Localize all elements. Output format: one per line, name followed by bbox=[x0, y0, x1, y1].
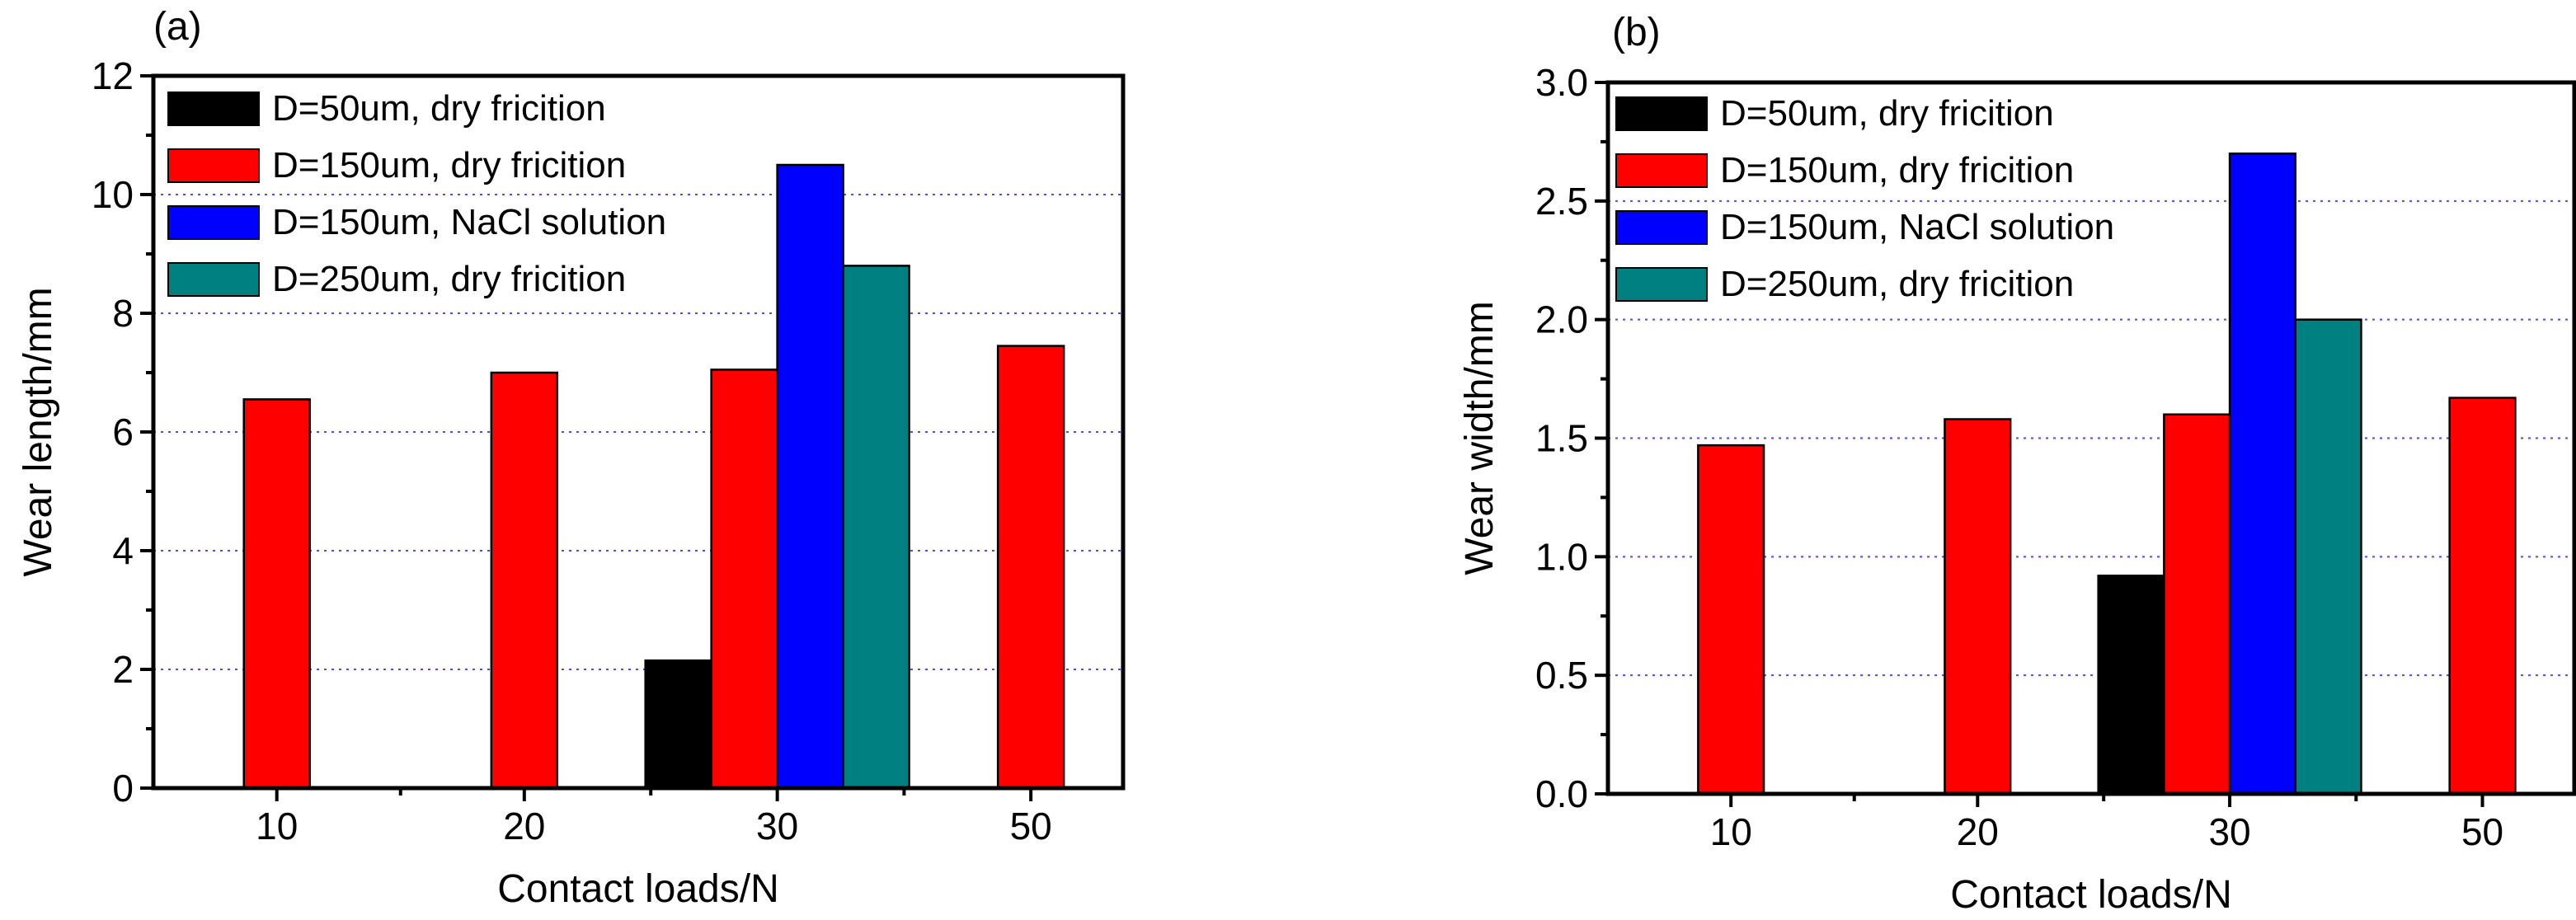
y-tick-label: 4 bbox=[112, 529, 134, 572]
legend-swatch bbox=[167, 92, 260, 126]
bar-30-series-2 bbox=[2163, 413, 2231, 796]
x-tick-label: 10 bbox=[1710, 810, 1752, 853]
legend-swatch bbox=[167, 148, 260, 183]
bar-30-series-3 bbox=[2228, 153, 2297, 796]
legend-swatch bbox=[1615, 210, 1708, 245]
x-tick-label: 30 bbox=[2208, 810, 2250, 853]
panel-label: (b) bbox=[1612, 11, 1661, 54]
legend-swatch bbox=[1615, 96, 1708, 131]
legend-label: D=150um, NaCl solution bbox=[1720, 207, 2114, 247]
legend-swatch bbox=[1615, 153, 1708, 188]
bar-30-series-1 bbox=[2097, 575, 2165, 796]
bar-10-series-2 bbox=[242, 398, 311, 790]
legend-label: D=50um, dry fricition bbox=[272, 88, 606, 129]
legend-label: D=50um, dry fricition bbox=[1720, 93, 2054, 134]
y-tick-label: 0.0 bbox=[1535, 772, 1588, 815]
chart-panel-a: (a) 0 2 4 6 8 10 12 10 20 30 50 Contact loads/N Wear … bbox=[16, 5, 1126, 911]
y-tick-label: 8 bbox=[112, 292, 134, 335]
y-tick-label: 3.0 bbox=[1535, 61, 1588, 104]
legend: D=50um, dry fricition D=150um, dry fricit… bbox=[1615, 93, 2114, 304]
bar-20-series-2 bbox=[490, 371, 559, 790]
bar-50-series-2 bbox=[996, 345, 1065, 790]
bar-30-series-2 bbox=[710, 368, 778, 790]
y-axis-title: Wear width/mm bbox=[1458, 301, 1502, 575]
legend-label: D=150um, NaCl solution bbox=[272, 202, 666, 242]
bar-30-series-1 bbox=[644, 659, 712, 790]
legend-label: D=250um, dry fricition bbox=[1720, 264, 2074, 304]
y-tick-label: 12 bbox=[92, 54, 134, 97]
x-tick-label: 50 bbox=[1010, 805, 1052, 847]
bar-50-series-2 bbox=[2448, 397, 2517, 796]
legend-swatch bbox=[1615, 267, 1708, 302]
y-tick-label: 2.5 bbox=[1535, 180, 1588, 223]
x-tick-label: 10 bbox=[256, 805, 298, 847]
legend-swatch bbox=[167, 205, 260, 240]
legend: D=50um, dry fricition D=150um, dry fricit… bbox=[167, 88, 666, 299]
x-tick-label: 30 bbox=[756, 805, 798, 847]
chart-panel-b: (b) 0.0 0.5 1.0 1.5 2.0 2.5 3.0 10 20 30 50 Contact … bbox=[1458, 11, 2576, 917]
bar-30-series-3 bbox=[776, 163, 844, 790]
legend-label: D=150um, dry fricition bbox=[1720, 150, 2074, 190]
bar-30-series-4 bbox=[842, 265, 910, 790]
y-tick-label: 10 bbox=[92, 173, 134, 216]
y-tick-label: 0 bbox=[112, 767, 134, 810]
x-axis-title: Contact loads/N bbox=[1950, 873, 2232, 917]
y-tick-label: 2 bbox=[112, 648, 134, 691]
bar-10-series-2 bbox=[1697, 444, 1765, 796]
y-tick-label: 1.0 bbox=[1535, 535, 1588, 578]
y-tick-label: 0.5 bbox=[1535, 654, 1588, 697]
legend-swatch bbox=[167, 262, 260, 297]
legend-label: D=150um, dry fricition bbox=[272, 145, 626, 185]
y-tick-label: 2.0 bbox=[1535, 298, 1588, 341]
y-axis-title: Wear length/mm bbox=[16, 287, 60, 576]
panel-label: (a) bbox=[153, 5, 202, 49]
x-tick-label: 50 bbox=[2461, 810, 2503, 853]
y-tick-label: 6 bbox=[112, 411, 134, 453]
y-tick-label: 1.5 bbox=[1535, 417, 1588, 460]
bar-20-series-2 bbox=[1944, 418, 2012, 796]
x-axis-title: Contact loads/N bbox=[497, 867, 779, 911]
x-tick-label: 20 bbox=[1957, 810, 1999, 853]
x-tick-label: 20 bbox=[503, 805, 545, 847]
legend-label: D=250um, dry fricition bbox=[272, 259, 626, 299]
bar-30-series-4 bbox=[2294, 318, 2362, 796]
